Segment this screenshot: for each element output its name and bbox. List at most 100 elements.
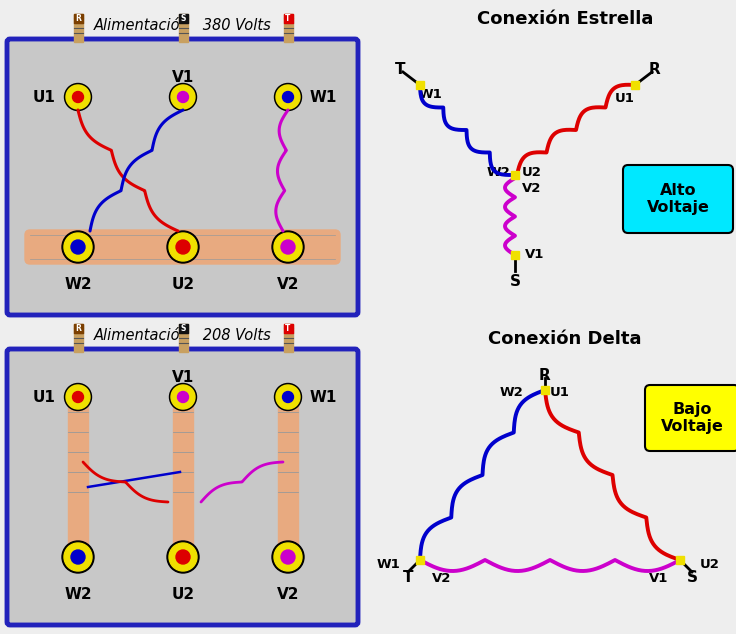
Circle shape <box>169 84 197 110</box>
Bar <box>283 14 292 23</box>
Text: W2: W2 <box>64 587 92 602</box>
FancyBboxPatch shape <box>623 165 733 233</box>
Bar <box>283 14 292 42</box>
Circle shape <box>169 543 197 571</box>
Text: W1: W1 <box>418 89 442 101</box>
Circle shape <box>176 240 190 254</box>
Circle shape <box>177 91 188 103</box>
Bar <box>511 251 519 259</box>
Text: U1: U1 <box>615 91 635 105</box>
Circle shape <box>167 231 199 263</box>
Circle shape <box>275 84 302 110</box>
Bar <box>179 14 188 42</box>
Bar <box>416 556 424 564</box>
Circle shape <box>171 85 195 109</box>
Circle shape <box>275 384 302 410</box>
Bar <box>283 324 292 333</box>
Bar <box>74 324 82 352</box>
Text: S: S <box>509 273 520 288</box>
Text: V2: V2 <box>432 571 451 585</box>
Text: W1: W1 <box>376 559 400 571</box>
Text: T: T <box>394 63 406 77</box>
Text: T: T <box>286 324 291 333</box>
Circle shape <box>276 385 300 409</box>
Bar <box>511 171 519 179</box>
Text: Conexión Delta: Conexión Delta <box>488 330 642 348</box>
Text: U1: U1 <box>550 385 570 399</box>
FancyBboxPatch shape <box>25 230 340 264</box>
Bar <box>416 81 424 89</box>
Text: R: R <box>539 368 551 384</box>
Text: W2: W2 <box>499 385 523 399</box>
Circle shape <box>73 91 83 103</box>
Text: U1: U1 <box>33 89 56 105</box>
Circle shape <box>171 385 195 409</box>
Circle shape <box>274 233 302 261</box>
Text: V2: V2 <box>277 277 300 292</box>
Circle shape <box>64 233 92 261</box>
Circle shape <box>62 541 94 573</box>
Circle shape <box>281 550 295 564</box>
Circle shape <box>65 384 91 410</box>
Circle shape <box>167 541 199 573</box>
Text: W1: W1 <box>310 89 337 105</box>
Circle shape <box>274 543 302 571</box>
Circle shape <box>64 543 92 571</box>
Text: V2: V2 <box>277 587 300 602</box>
Bar <box>179 14 188 23</box>
Circle shape <box>281 240 295 254</box>
Text: V1: V1 <box>172 70 194 84</box>
Bar <box>283 324 292 352</box>
Circle shape <box>276 85 300 109</box>
Text: V1: V1 <box>172 370 194 384</box>
Bar <box>179 324 188 352</box>
Text: V1: V1 <box>648 571 668 585</box>
Text: U2: U2 <box>700 559 720 571</box>
Text: T: T <box>403 571 413 586</box>
Bar <box>68 397 88 557</box>
Text: R: R <box>75 14 81 23</box>
Circle shape <box>272 231 304 263</box>
Text: Alimentación   380 Volts: Alimentación 380 Volts <box>94 18 272 33</box>
Circle shape <box>177 392 188 403</box>
Circle shape <box>73 392 83 403</box>
Text: Conexión Estrella: Conexión Estrella <box>477 10 653 28</box>
Text: U2: U2 <box>171 587 194 602</box>
Circle shape <box>283 91 294 103</box>
Bar <box>74 14 82 23</box>
Text: W2: W2 <box>64 277 92 292</box>
Text: U1: U1 <box>33 389 56 404</box>
FancyBboxPatch shape <box>7 39 358 315</box>
Text: Bajo
Voltaje: Bajo Voltaje <box>661 402 723 434</box>
Text: U2: U2 <box>171 277 194 292</box>
Text: S: S <box>180 324 185 333</box>
Circle shape <box>272 541 304 573</box>
FancyBboxPatch shape <box>645 385 736 451</box>
Text: W2: W2 <box>486 167 510 179</box>
Bar <box>541 386 549 394</box>
Circle shape <box>66 85 90 109</box>
Text: V2: V2 <box>522 183 542 195</box>
Text: W1: W1 <box>310 389 337 404</box>
Bar <box>74 324 82 333</box>
Text: V1: V1 <box>525 249 545 261</box>
Circle shape <box>176 550 190 564</box>
Text: U2: U2 <box>522 167 542 179</box>
FancyBboxPatch shape <box>7 349 358 625</box>
Text: T: T <box>286 14 291 23</box>
Circle shape <box>71 550 85 564</box>
Bar <box>173 397 193 557</box>
Bar <box>631 81 639 89</box>
Circle shape <box>62 231 94 263</box>
Bar <box>179 324 188 333</box>
Text: S: S <box>687 571 698 586</box>
Bar <box>676 556 684 564</box>
Circle shape <box>283 392 294 403</box>
Circle shape <box>169 233 197 261</box>
Circle shape <box>65 84 91 110</box>
Text: Alto
Voltaje: Alto Voltaje <box>646 183 710 215</box>
Circle shape <box>71 240 85 254</box>
Text: R: R <box>649 63 661 77</box>
Bar <box>74 14 82 42</box>
Text: S: S <box>180 14 185 23</box>
